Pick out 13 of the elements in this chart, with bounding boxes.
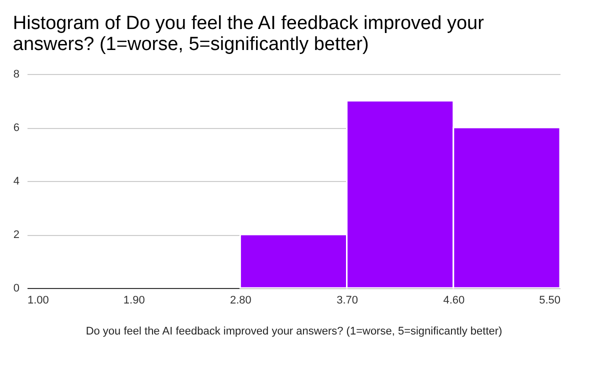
- x-tick-label: 3.70: [336, 294, 358, 306]
- x-tick-label: 5.50: [539, 294, 560, 306]
- x-axis-title: Do you feel the AI feedback improved your answers? (1=worse, 5=significantly better): [86, 326, 502, 338]
- x-tick-label: 1.90: [123, 294, 145, 306]
- y-tick-label: 8: [13, 68, 20, 80]
- y-tick-label: 4: [13, 176, 20, 188]
- y-tick-label: 0: [13, 282, 20, 294]
- x-tick-label: 2.80: [230, 294, 252, 306]
- x-tick-label: 1.00: [28, 294, 49, 306]
- chart-title: Histogram of Do you feel the AI feedback improved your answers? (1=worse, 5=significantly better): [12, 13, 485, 55]
- y-tick-label: 6: [13, 122, 20, 134]
- y-tick-label: 2: [13, 229, 20, 241]
- x-tick-label: 4.60: [443, 294, 465, 306]
